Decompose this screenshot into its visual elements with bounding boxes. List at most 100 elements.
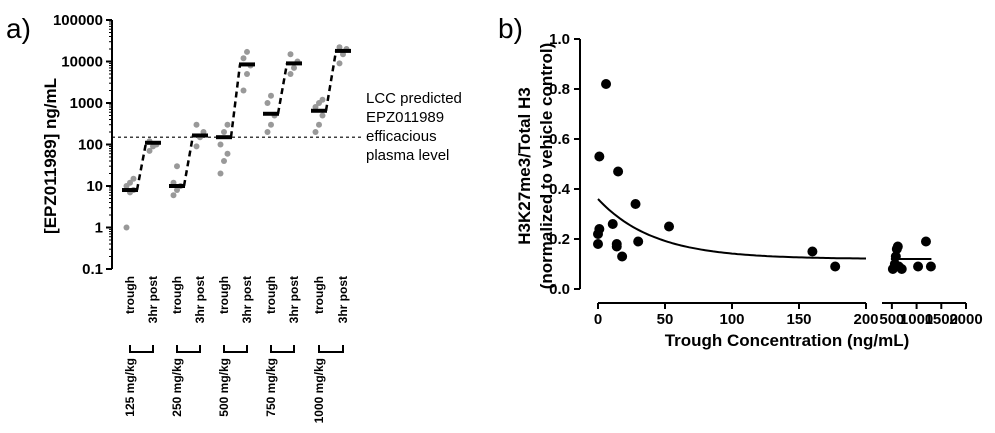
panel-a-reference-annotation-line: LCC predicted <box>366 90 462 107</box>
panel-a-y-tick-label: 100000 <box>53 12 103 29</box>
panel-b-y-axis-title-line2: (normalized to vehicle control) <box>537 43 556 290</box>
panel-a-reference-annotation-line: EPZ011989 <box>366 109 444 126</box>
panel-a-data-point <box>123 224 130 231</box>
panel-a-data-point <box>287 70 294 77</box>
panel-b-x-tick-label: 50 <box>657 311 674 328</box>
panel-a-group-bracket <box>270 345 295 353</box>
panel-b-data-point <box>593 239 603 249</box>
panel-b-y-tick-label: 1.0 <box>549 31 570 48</box>
panel-b-fit-curve <box>597 198 932 260</box>
panel-a-y-axis-title: [EPZ011989] ng/mL <box>41 78 60 234</box>
panel-b-data-point <box>892 241 903 252</box>
panel-a-data-point <box>221 129 227 136</box>
panel-b-points <box>593 79 936 274</box>
panel-a-category-label: 3hr post <box>240 276 254 323</box>
panel-a-category-label: trough <box>312 276 326 314</box>
panel-b-x-tick-label: 100 <box>719 311 744 328</box>
panel-b-data-point <box>630 199 641 209</box>
panel-a-y-tick-label: 0.1 <box>82 261 103 278</box>
panel-b-data-point <box>925 261 936 272</box>
panel-a-group-connector <box>229 64 242 138</box>
panel-a-data-point <box>174 187 180 194</box>
panel-a-group-label: 500 mg/kg <box>217 358 231 417</box>
panel-a-data-point <box>316 121 322 128</box>
panel-a-category-labels: trough 3hr post trough 3hr post trough 3hr po… <box>123 276 350 323</box>
panel-b-x-tick-label: 150 <box>786 311 811 328</box>
panel-a-group-label: 750 mg/kg <box>264 358 278 417</box>
panel-b-x-tick-label: 500 <box>879 311 904 328</box>
panel-b-data-point <box>913 261 924 272</box>
panel-a-data-point <box>224 150 231 157</box>
panel-b-data-point <box>664 221 675 232</box>
panel-b-data-point <box>890 251 901 262</box>
panel-a-y-tick-label: 10 <box>86 178 103 195</box>
panel-a-data-point <box>268 121 274 128</box>
panel-a-y-ticks: 0.1 1 10 100 1000 10000 100000 <box>53 12 112 278</box>
panel-a-data-point <box>146 147 153 154</box>
panel-a-category-label: 3hr post <box>336 276 350 323</box>
panel-b-data-point <box>617 251 628 262</box>
panel-a-data-point <box>319 96 326 103</box>
panel-a-data-point <box>217 141 224 148</box>
panel-b-y-tick-label: 0.6 <box>549 131 570 148</box>
panel-b-y-tick-label: 0.4 <box>549 181 571 198</box>
panel-b-data-point <box>594 224 605 234</box>
panel-a-data-point <box>268 92 274 99</box>
panel-a-data-point <box>130 175 137 182</box>
panel-a-data-point <box>240 87 247 94</box>
panel-a-data-point <box>193 143 200 150</box>
panel-a-group-bracket <box>176 345 201 353</box>
panel-a-data-point <box>336 60 343 67</box>
panel-b-data-point <box>607 219 618 229</box>
panel-a-data-point <box>264 100 271 106</box>
panel-a-category-label: trough <box>217 276 231 314</box>
panel-a-group-bracket <box>223 345 248 353</box>
panel-a-group-label: 125 mg/kg <box>123 358 137 417</box>
panel-b-label: b) <box>498 13 523 44</box>
panel-b-data-point <box>611 239 622 249</box>
panel-a-data-point <box>240 55 247 62</box>
panel-a-label: a) <box>6 13 31 44</box>
panel-b-x-tick-label: 1000 <box>900 311 933 328</box>
panel-b-x-tick-label: 0 <box>594 311 602 328</box>
panel-a-group-connector <box>324 50 338 111</box>
panel-a-category-label: 3hr post <box>193 276 207 323</box>
panel-a-y-tick-label: 10000 <box>61 54 103 71</box>
panel-a-data-point <box>217 170 224 177</box>
panel-b-data-point <box>594 151 605 162</box>
panel-a-data-point <box>244 48 250 55</box>
panel-b-data-point <box>920 236 931 247</box>
panel-a-data-point <box>319 112 326 119</box>
panel-a-category-label: 3hr post <box>287 276 301 323</box>
panel-b-x-tick-label: 2000 <box>949 311 982 328</box>
panel-a-data-point <box>221 158 227 165</box>
panel-b-data-point <box>601 79 612 89</box>
panel-a-data-point <box>336 44 343 51</box>
panel-a-group-connector <box>182 135 195 187</box>
panel-a-data-point <box>312 129 319 136</box>
panel-a-group-label: 1000 mg/kg <box>312 358 326 423</box>
panel-b-y-axis-title-line1: H3K27me3/Total H3 <box>515 87 534 244</box>
panel-a-y-tick-label: 100 <box>78 137 103 154</box>
panel-b-x-tick-label: 1500 <box>925 311 958 328</box>
panel-b-axes <box>579 39 966 304</box>
panel-a-medians <box>122 48 351 193</box>
panel-b-y-tick-label: 0.0 <box>549 281 570 298</box>
panel-a-group-label: 250 mg/kg <box>170 358 184 417</box>
panel-a-category-label: trough <box>170 276 184 314</box>
panel-a-data-point <box>174 163 180 170</box>
panel-b-data-point <box>613 166 624 177</box>
panel-a-points <box>123 44 350 231</box>
panel-a-group-connector <box>135 142 148 191</box>
panel-a-reference-annotation-line: efficacious <box>366 128 437 145</box>
panel-a-reference-annotation-line: plasma level <box>366 147 449 164</box>
panel-b-fit-curve-segment-1 <box>597 198 866 260</box>
panel-b-y-tick-label: 0.8 <box>549 81 570 98</box>
panel-b-data-point <box>896 264 907 274</box>
panel-a-data-point <box>193 121 200 128</box>
panel-a-data-point <box>291 64 297 71</box>
panel-a-category-label: trough <box>123 276 137 314</box>
panel-a-y-tick-label: 1000 <box>70 95 103 112</box>
